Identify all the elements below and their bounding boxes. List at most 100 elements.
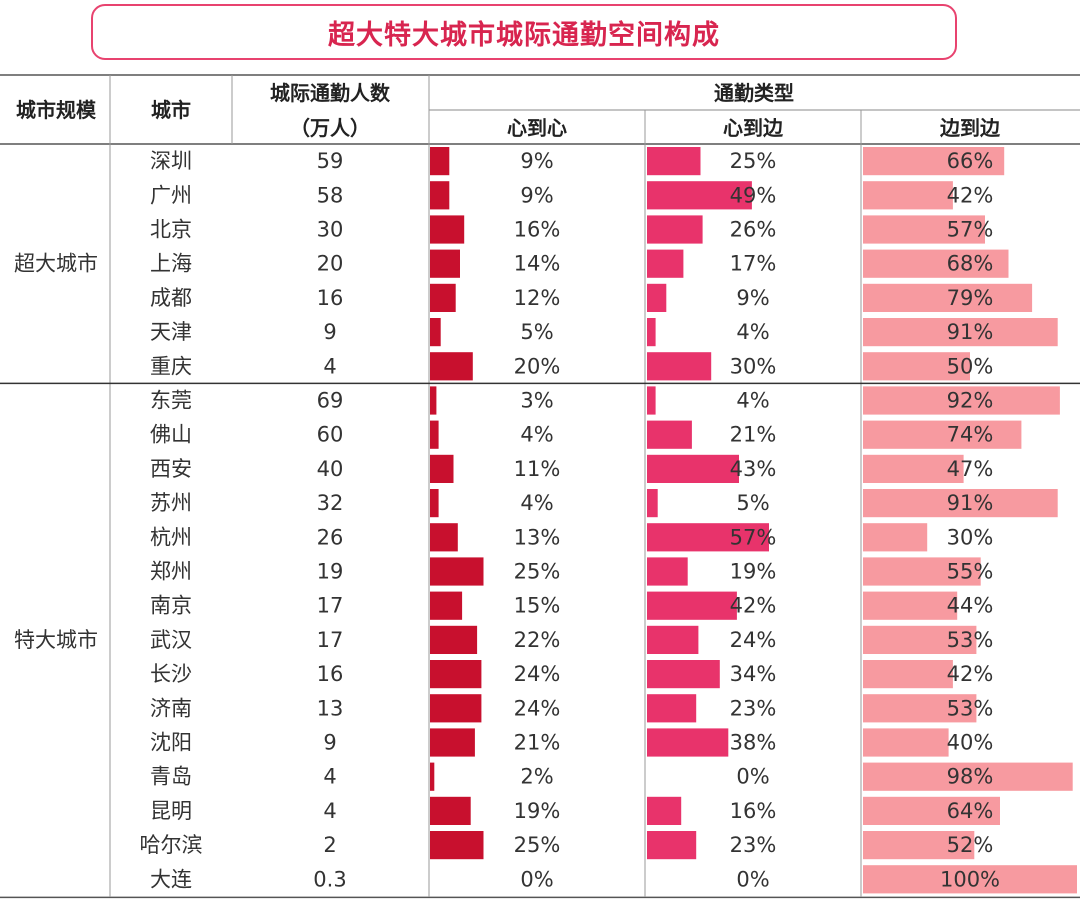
c2c-bar xyxy=(430,454,454,483)
commuters-value: 32 xyxy=(317,491,344,515)
e2e-bar xyxy=(863,694,977,723)
city-label: 郑州 xyxy=(150,560,192,584)
c2e-bar xyxy=(647,318,656,347)
table-row: 东莞 69 3% 4% 92% xyxy=(150,386,1060,415)
c2c-label: 16% xyxy=(514,218,561,242)
c2e-label: 4% xyxy=(736,389,769,413)
c2e-label: 24% xyxy=(730,628,777,652)
c2c-bar xyxy=(430,352,473,381)
table-row: 郑州 19 25% 19% 55% xyxy=(150,557,994,586)
commuters-value: 30 xyxy=(317,218,344,242)
c2e-bar xyxy=(647,625,699,654)
c2e-label: 19% xyxy=(730,560,777,584)
city-label: 南京 xyxy=(150,594,192,618)
header-commuters-line2: （万人） xyxy=(290,116,370,140)
c2e-label: 16% xyxy=(730,799,777,823)
c2e-label: 0% xyxy=(736,765,769,789)
e2e-label: 50% xyxy=(947,354,994,378)
table-row: 上海 20 14% 17% 68% xyxy=(150,249,1009,278)
c2e-label: 17% xyxy=(730,252,777,276)
e2e-label: 100% xyxy=(940,867,1000,891)
commuters-value: 16 xyxy=(317,662,344,686)
table-row: 苏州 32 4% 5% 91% xyxy=(150,489,1058,518)
e2e-label: 98% xyxy=(947,765,994,789)
e2e-label: 52% xyxy=(947,833,994,857)
e2e-bar xyxy=(863,625,977,654)
c2c-bar xyxy=(430,489,439,518)
table-row: 深圳 59 9% 25% 66% xyxy=(150,147,1005,176)
e2e-bar xyxy=(863,386,1060,415)
c2c-label: 14% xyxy=(514,252,561,276)
table-row: 武汉 17 22% 24% 53% xyxy=(150,625,993,654)
c2c-label: 11% xyxy=(514,457,561,481)
table-row: 大连 0.3 0% 0% 100% xyxy=(150,865,1077,894)
city-label: 深圳 xyxy=(150,149,192,173)
table-row: 南京 17 15% 42% 44% xyxy=(150,591,993,620)
commuters-value: 4 xyxy=(323,354,336,378)
e2e-label: 30% xyxy=(947,525,994,549)
commuters-value: 20 xyxy=(317,252,344,276)
header-scale: 城市规模 xyxy=(16,98,97,122)
c2c-label: 9% xyxy=(520,149,553,173)
city-label: 成都 xyxy=(150,286,192,310)
commuters-value: 69 xyxy=(317,389,344,413)
table-row: 天津 9 5% 4% 91% xyxy=(150,318,1058,347)
c2e-label: 9% xyxy=(736,286,769,310)
c2c-bar xyxy=(430,523,458,552)
c2c-label: 4% xyxy=(520,423,553,447)
c2e-label: 0% xyxy=(736,867,769,891)
e2e-bar xyxy=(863,352,970,381)
table-row: 沈阳 9 21% 38% 40% xyxy=(150,728,993,757)
c2e-label: 25% xyxy=(730,149,777,173)
table-row: 广州 58 9% 49% 42% xyxy=(150,181,993,210)
e2e-bar xyxy=(863,762,1073,791)
c2c-bar xyxy=(430,762,435,791)
c2e-label: 30% xyxy=(730,354,777,378)
e2e-label: 57% xyxy=(947,218,994,242)
e2e-bar xyxy=(863,865,1077,894)
c2c-bar xyxy=(430,660,482,689)
e2e-label: 64% xyxy=(947,799,994,823)
e2e-label: 74% xyxy=(947,423,994,447)
table-row: 成都 16 12% 9% 79% xyxy=(150,283,1033,312)
c2e-label: 23% xyxy=(730,833,777,857)
table-row: 青岛 4 2% 0% 98% xyxy=(150,762,1073,791)
table-row: 佛山 60 4% 21% 74% xyxy=(150,420,1022,449)
e2e-bar xyxy=(863,523,928,552)
c2c-label: 2% xyxy=(520,765,553,789)
c2c-bar xyxy=(430,694,482,723)
c2e-bar xyxy=(647,420,692,449)
c2c-bar xyxy=(430,796,471,825)
chart-title: 超大特大城市城际通勤空间构成 xyxy=(328,19,720,51)
e2e-label: 47% xyxy=(947,457,994,481)
e2e-bar xyxy=(863,454,964,483)
e2e-bar xyxy=(863,591,958,620)
c2c-bar xyxy=(430,831,484,860)
c2c-label: 13% xyxy=(514,525,561,549)
header-c2c: 心到心 xyxy=(507,116,567,140)
e2e-bar xyxy=(863,796,1000,825)
header-city: 城市 xyxy=(151,98,191,122)
c2c-bar xyxy=(430,283,456,312)
c2c-label: 22% xyxy=(514,628,561,652)
c2e-label: 4% xyxy=(736,320,769,344)
c2e-label: 49% xyxy=(730,183,777,207)
commuters-value: 0.3 xyxy=(313,867,346,891)
city-label: 北京 xyxy=(150,218,192,242)
c2c-bar xyxy=(430,181,450,210)
c2e-bar xyxy=(647,454,739,483)
c2c-bar xyxy=(430,147,450,176)
c2e-bar xyxy=(647,215,703,244)
c2c-label: 19% xyxy=(514,799,561,823)
table-row: 济南 13 24% 23% 53% xyxy=(150,694,993,723)
city-label: 广州 xyxy=(150,183,192,207)
city-label: 济南 xyxy=(150,696,192,720)
e2e-label: 55% xyxy=(947,560,994,584)
c2e-label: 26% xyxy=(730,218,777,242)
commuters-value: 59 xyxy=(317,149,344,173)
header-e2e: 边到边 xyxy=(939,116,1001,140)
c2e-bar xyxy=(647,694,697,723)
table-headers: 城市规模 城市 城际通勤人数 （万人） 通勤类型 心到心 心到边 边到边 xyxy=(16,81,1001,140)
commuters-value: 9 xyxy=(323,731,336,755)
e2e-bar xyxy=(863,420,1022,449)
